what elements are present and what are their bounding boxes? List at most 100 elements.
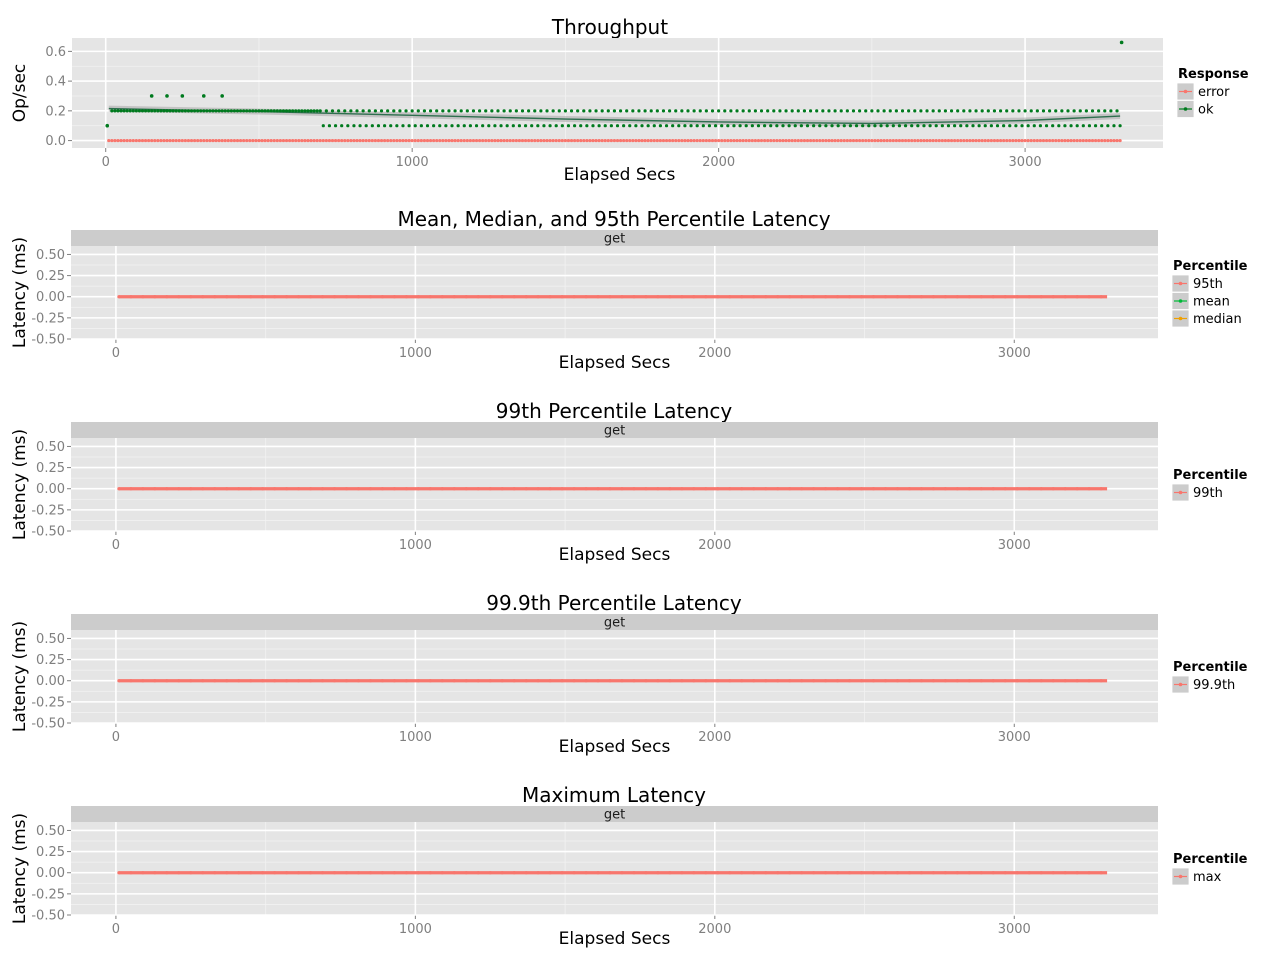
data-point-error xyxy=(726,138,730,143)
data-point-max xyxy=(883,871,888,875)
data-point-ok xyxy=(340,124,344,128)
data-point-ok xyxy=(554,124,558,128)
data-point-95th xyxy=(452,295,456,299)
data-point-ok xyxy=(533,109,537,113)
data-point-ok xyxy=(404,109,408,113)
data-point-ok xyxy=(395,124,399,128)
data-point-ok xyxy=(781,124,785,128)
data-point-ok xyxy=(723,109,727,113)
data-point-99th xyxy=(788,487,792,491)
data-point-error xyxy=(1066,138,1070,143)
data-point-max xyxy=(332,871,337,875)
data-point-ok xyxy=(263,109,267,113)
data-point-95th xyxy=(871,295,876,299)
data-point-ok xyxy=(272,109,276,113)
data-point-ok xyxy=(986,109,990,113)
data-point-ok xyxy=(382,124,387,128)
data-point-95th xyxy=(1039,295,1043,299)
data-point-ok xyxy=(717,109,721,113)
data-point-error xyxy=(756,138,761,143)
data-point-error xyxy=(781,138,785,143)
data-point-ok xyxy=(609,124,613,128)
data-point-error xyxy=(772,138,776,143)
data-point-error xyxy=(612,138,617,143)
smooth-line xyxy=(108,107,1121,125)
data-point-ok xyxy=(248,109,252,113)
data-point-99th xyxy=(943,487,947,491)
x-tick-label: 3000 xyxy=(998,730,1031,745)
data-point-error xyxy=(462,138,466,143)
data-point-error xyxy=(517,138,522,143)
data-point-99.9th xyxy=(716,679,720,683)
data-point-error xyxy=(876,138,880,143)
data-point-99.9th xyxy=(979,679,983,683)
data-point-max xyxy=(1063,871,1067,875)
data-point-error xyxy=(398,138,402,143)
data-point-95th xyxy=(812,295,816,299)
data-point-ok xyxy=(787,124,791,128)
data-point-max xyxy=(225,871,229,875)
data-point-ok xyxy=(928,124,932,128)
x-tick-label: 0 xyxy=(112,922,120,937)
data-point-ok xyxy=(931,109,935,113)
data-point-ok xyxy=(674,109,678,113)
data-point-99.9th xyxy=(512,679,516,683)
data-point-error xyxy=(186,138,191,143)
data-point-ok xyxy=(658,124,663,128)
data-point-99th xyxy=(692,487,696,491)
data-point-99th xyxy=(584,487,588,491)
data-point-ok xyxy=(934,124,938,128)
data-point-max xyxy=(752,871,756,875)
data-point-95th xyxy=(847,295,852,299)
data-point-error xyxy=(147,138,151,143)
data-point-error xyxy=(563,138,568,143)
data-point-max xyxy=(764,871,768,875)
data-point-error xyxy=(508,138,512,143)
data-point-max xyxy=(344,871,349,875)
data-point-error xyxy=(260,138,264,143)
data-point-99th xyxy=(141,487,145,491)
data-point-ok xyxy=(373,109,377,113)
data-point-error xyxy=(116,138,120,143)
data-point-99th xyxy=(931,487,936,491)
data-point-ok xyxy=(416,109,420,113)
data-point-error xyxy=(551,138,555,143)
data-point-99th xyxy=(919,487,924,491)
data-point-95th xyxy=(991,295,995,299)
data-point-99.9th xyxy=(404,679,408,683)
data-point-ok xyxy=(671,124,675,128)
y-tick-label: -0.50 xyxy=(31,717,65,732)
data-point-ok xyxy=(937,109,941,113)
legend: Response error ok xyxy=(1176,67,1249,118)
data-point-ok xyxy=(916,124,920,128)
data-point-ok xyxy=(949,109,954,113)
data-point-ok xyxy=(367,109,371,113)
data-point-max xyxy=(548,871,552,875)
legend-label-99.9th: 99.9th xyxy=(1193,678,1235,693)
data-point-error xyxy=(763,138,767,143)
data-point-error xyxy=(251,138,255,143)
data-point-99.9th xyxy=(1027,679,1031,683)
data-point-ok xyxy=(842,124,846,128)
data-point-ok xyxy=(1008,124,1012,128)
data-point-error xyxy=(275,138,279,143)
data-point-max xyxy=(428,871,432,875)
data-point-error xyxy=(710,138,715,143)
data-point-max xyxy=(1099,871,1103,875)
data-point-ok xyxy=(1072,109,1076,113)
data-point-99th xyxy=(895,487,900,491)
data-point-error xyxy=(122,138,126,143)
data-point-ok xyxy=(168,109,172,113)
data-point-max xyxy=(740,871,744,875)
data-point-ok xyxy=(876,109,880,113)
data-point-error xyxy=(432,138,436,143)
data-point-error xyxy=(300,138,304,143)
data-point-ok xyxy=(156,109,160,113)
data-point-ok xyxy=(484,109,488,113)
data-point-ok xyxy=(530,124,534,128)
data-point-error xyxy=(358,138,362,143)
data-point-99th xyxy=(1075,487,1079,491)
data-point-ok xyxy=(640,124,644,128)
data-point-error xyxy=(882,138,886,143)
data-point-ok xyxy=(303,109,307,113)
